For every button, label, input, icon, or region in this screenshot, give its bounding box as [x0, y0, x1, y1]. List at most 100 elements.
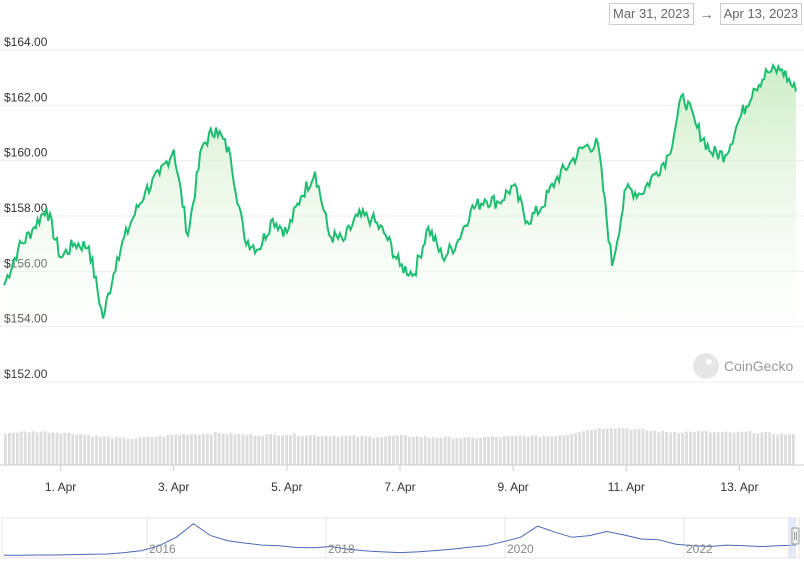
volume-bar	[11, 432, 15, 465]
volume-bar	[483, 437, 486, 465]
volume-bar	[681, 432, 684, 465]
price-point	[243, 237, 246, 240]
volume-bar	[241, 434, 245, 465]
price-point	[300, 195, 303, 198]
volume-bar	[99, 436, 102, 465]
volume-bar	[380, 436, 383, 465]
range-to-input[interactable]: Apr 13, 2023	[719, 3, 803, 25]
volume-bar	[760, 432, 764, 465]
volume-bar	[419, 437, 423, 465]
price-point	[710, 151, 713, 154]
volume-bar	[677, 433, 680, 465]
volume-bar	[578, 432, 581, 465]
price-line[interactable]	[3, 62, 797, 319]
volume-bar	[170, 434, 174, 465]
price-point	[73, 242, 76, 245]
price-point	[144, 190, 147, 193]
volume-bar	[356, 436, 360, 465]
volume-bar	[194, 434, 197, 465]
volume-bar	[407, 436, 411, 465]
volume-bar	[435, 437, 439, 465]
range-from-input[interactable]: Mar 31, 2023	[609, 3, 694, 25]
volume-bar	[8, 432, 11, 465]
price-point	[738, 118, 741, 121]
price-point	[59, 256, 62, 259]
volume-bar	[281, 435, 284, 465]
volume-bar	[701, 431, 704, 465]
volume-bar	[459, 438, 463, 465]
volume-bar	[661, 430, 665, 465]
volume-bar	[411, 437, 415, 465]
volume-bar	[704, 431, 708, 465]
navigator-handle-icon[interactable]	[791, 527, 800, 545]
volume-bar	[257, 436, 261, 465]
volume-bar	[372, 437, 376, 465]
volume-bar	[613, 428, 617, 465]
price-point	[681, 93, 684, 96]
volume-bar	[720, 432, 724, 465]
volume-bar	[63, 432, 67, 465]
price-point	[116, 256, 119, 259]
volume-bar	[225, 434, 229, 465]
volume-bar	[455, 437, 459, 465]
volume-bar	[542, 436, 546, 465]
price-point	[653, 173, 656, 176]
price-point	[597, 143, 600, 146]
coingecko-watermark: CoinGecko	[693, 353, 793, 379]
volume-bar	[764, 432, 768, 465]
price-point	[498, 201, 501, 204]
volume-bar	[388, 435, 391, 465]
volume-bar	[301, 435, 304, 465]
navigator-labels: 2016 2018 2020 2022	[149, 542, 713, 556]
volume-bar	[495, 436, 498, 465]
volume-bar	[693, 432, 696, 465]
volume-bar	[312, 435, 316, 465]
volume-bar	[43, 431, 47, 465]
volume-bar	[503, 436, 506, 465]
volume-bar	[439, 437, 443, 465]
volume-bar	[431, 437, 435, 465]
volume-bar	[202, 433, 205, 465]
price-point	[667, 154, 670, 157]
volume-bar	[39, 431, 43, 465]
volume-bar	[320, 436, 324, 465]
volume-bar	[206, 434, 209, 465]
price-point	[130, 220, 133, 223]
volume-bar	[641, 429, 645, 465]
volume-bar	[788, 434, 791, 465]
volume-bar	[229, 432, 233, 465]
volume-bar	[784, 434, 787, 465]
volume-bar	[404, 435, 407, 465]
volume-bar	[748, 431, 752, 465]
gecko-logo-icon	[693, 353, 719, 379]
volume-bar	[451, 438, 455, 465]
volume-bar	[186, 435, 189, 465]
volume-bar	[360, 435, 364, 465]
volume-bar	[736, 431, 740, 465]
price-point	[3, 284, 6, 287]
volume-bar	[265, 434, 269, 465]
volume-bar	[122, 437, 126, 465]
navigator[interactable]: 2016 2018 2020 2022	[1, 517, 800, 559]
price-point	[724, 154, 727, 157]
volume-bar	[605, 428, 609, 465]
volume-bar	[19, 431, 23, 465]
volume-bar	[364, 436, 368, 465]
volume-bars	[4, 427, 795, 465]
volume-bar	[392, 435, 395, 465]
price-point	[314, 170, 317, 173]
volume-bar	[368, 436, 372, 465]
volume-bar	[467, 436, 471, 465]
volume-bar	[479, 438, 482, 465]
x-tick-label: 1. Apr	[45, 480, 76, 494]
volume-bar	[602, 428, 605, 465]
volume-bar	[752, 433, 756, 465]
price-point	[158, 173, 161, 176]
navigator-line	[4, 523, 797, 556]
price-point	[696, 126, 699, 129]
volume-bar	[558, 435, 562, 465]
price-point	[540, 206, 543, 209]
volume-bar	[566, 434, 570, 465]
price-point	[639, 192, 642, 195]
price-point	[399, 264, 402, 267]
